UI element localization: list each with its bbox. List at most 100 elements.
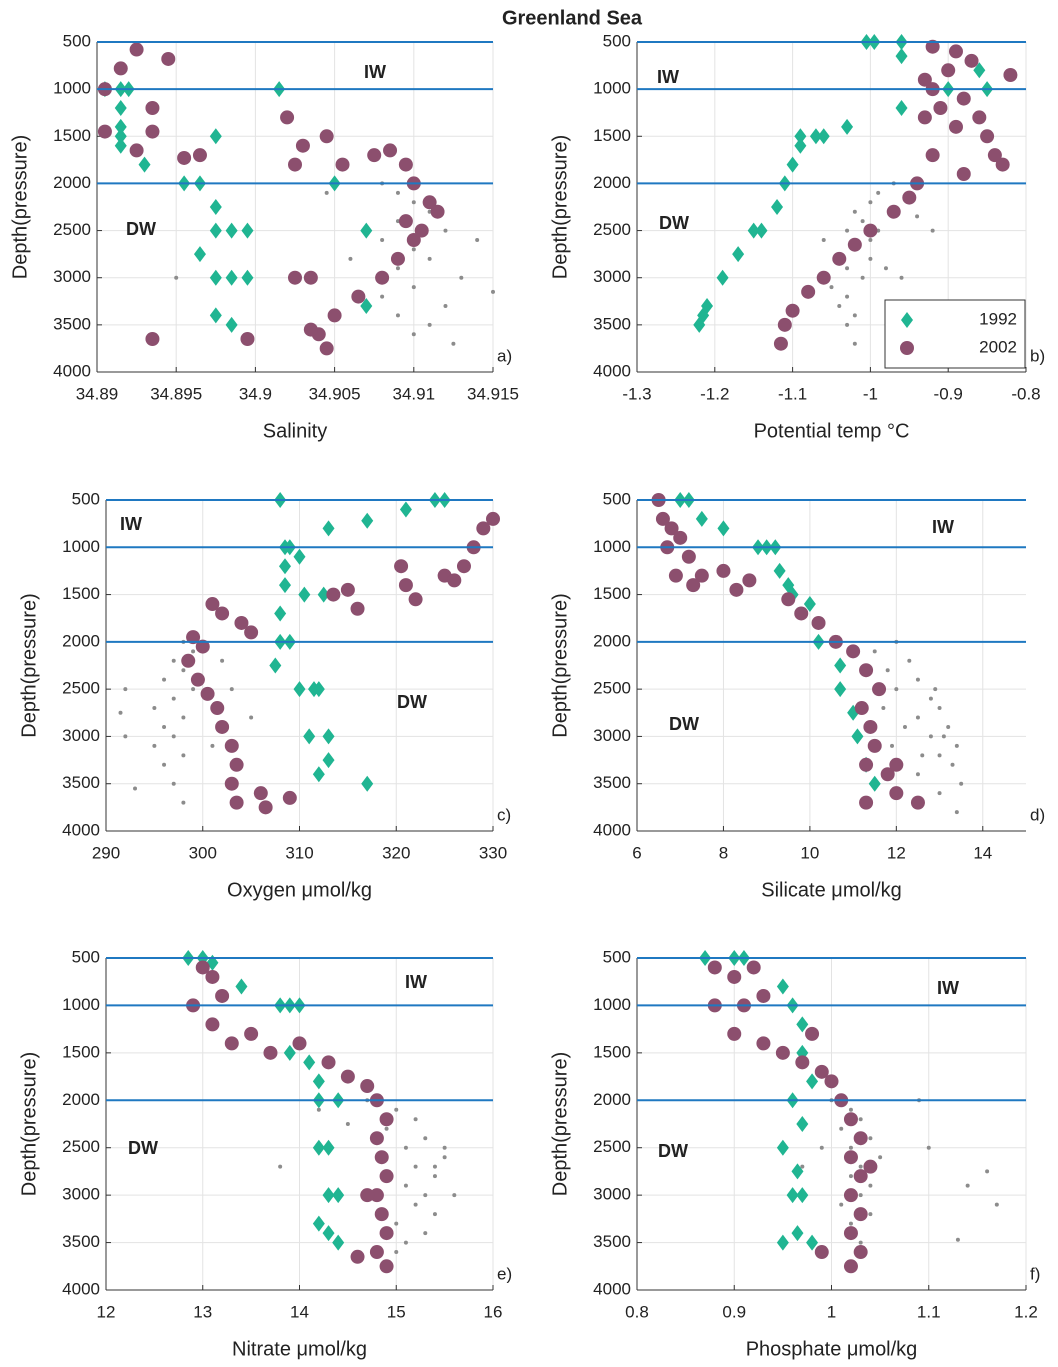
- circle-point: [972, 110, 987, 125]
- circle-point: [321, 1055, 336, 1070]
- dot-point: [868, 200, 873, 205]
- dot-point: [928, 696, 933, 701]
- circle-point: [853, 1207, 868, 1222]
- panel: 290 300 310 320 330 500 1000 1500 2000 2500 3000 35…: [18, 489, 511, 901]
- circle-point: [729, 582, 744, 597]
- circle-point: [374, 1150, 389, 1165]
- diamond-point: [209, 128, 222, 145]
- dot-point: [413, 1202, 418, 1207]
- dot-point: [171, 658, 176, 663]
- circle-point: [816, 270, 831, 285]
- dot-point: [955, 1237, 960, 1242]
- circle-point: [367, 148, 382, 163]
- dot-point: [171, 781, 176, 786]
- diamond-point: [298, 586, 311, 603]
- dot-point: [394, 1107, 399, 1112]
- dot-point: [883, 266, 888, 271]
- circle-point: [814, 1064, 829, 1079]
- circle-point: [889, 786, 904, 801]
- dot-point: [937, 791, 942, 796]
- circle-point: [390, 251, 405, 266]
- annotation: IW: [937, 978, 959, 998]
- circle-point: [846, 644, 861, 659]
- circle-point: [398, 157, 413, 172]
- diamond-point: [114, 128, 127, 145]
- circle-point: [854, 701, 869, 716]
- panel-label: e): [497, 1264, 512, 1283]
- annotation: DW: [659, 213, 689, 233]
- circle-point: [253, 786, 268, 801]
- dot-point: [845, 228, 850, 233]
- dot-point: [937, 753, 942, 758]
- circle-point: [814, 1245, 829, 1260]
- dot-point: [162, 724, 167, 729]
- diamond-point: [776, 1234, 789, 1251]
- x-tick-label: 320: [382, 843, 410, 862]
- x-tick-label: 34.91: [393, 384, 436, 403]
- circle-point: [205, 1017, 220, 1032]
- circle-point: [847, 237, 862, 252]
- diamond-point: [332, 1187, 345, 1204]
- circle-point: [234, 615, 249, 630]
- dot-point: [868, 1136, 873, 1141]
- dot-point: [423, 1231, 428, 1236]
- circle-point: [303, 270, 318, 285]
- dot-point: [899, 275, 904, 280]
- dot-point: [848, 1145, 853, 1150]
- circle-point: [295, 138, 310, 153]
- circle-point: [664, 521, 679, 536]
- y-tick-label: 1000: [62, 537, 100, 556]
- y-tick-label: 500: [603, 489, 631, 508]
- y-axis-label: Depth(pressure): [18, 593, 40, 738]
- dot-point: [878, 1155, 883, 1160]
- dot-point: [819, 1145, 824, 1150]
- y-tick-label: 4000: [593, 820, 631, 839]
- dot-point: [348, 256, 353, 261]
- x-tick-label: 14: [290, 1302, 309, 1321]
- dot-point: [278, 1164, 283, 1169]
- dot-point: [118, 710, 123, 715]
- circle-point: [863, 719, 878, 734]
- circle-point: [398, 578, 413, 593]
- y-tick-label: 500: [72, 489, 100, 508]
- circle-point: [288, 270, 302, 285]
- circle-point: [980, 129, 995, 144]
- dot-point: [829, 285, 834, 290]
- y-tick-label: 1500: [53, 126, 91, 145]
- dot-point: [821, 238, 826, 242]
- dot-point: [930, 228, 935, 233]
- y-tick-label: 2000: [62, 631, 100, 650]
- diamond-point: [114, 137, 127, 154]
- dot-point: [845, 322, 850, 327]
- legend-label: 2002: [979, 337, 1017, 356]
- y-tick-label: 1000: [593, 79, 631, 98]
- circle-point: [880, 767, 895, 782]
- dot-point: [171, 734, 176, 739]
- x-tick-label: 300: [189, 843, 217, 862]
- x-axis-label: Phosphate μmol/kg: [746, 1338, 918, 1360]
- y-tick-label: 3000: [593, 1185, 631, 1204]
- dot-point: [123, 734, 128, 739]
- diamond-point: [322, 1187, 335, 1204]
- circle-point: [350, 1249, 365, 1264]
- x-axis-label: Nitrate μmol/kg: [232, 1338, 367, 1360]
- diamond-point: [786, 1187, 799, 1204]
- dot-point: [411, 285, 416, 290]
- dot-point: [442, 1145, 447, 1150]
- circle-point: [801, 284, 816, 299]
- diamond-point: [312, 1139, 325, 1156]
- circle-point: [113, 61, 128, 76]
- circle-point: [859, 663, 874, 678]
- y-tick-label: 3000: [593, 267, 631, 286]
- diamond-point: [747, 222, 760, 239]
- dot-point: [459, 275, 464, 280]
- diamond-point: [399, 501, 412, 518]
- dot-point: [890, 743, 895, 748]
- panel-label: c): [497, 805, 511, 824]
- diamond-point: [868, 775, 881, 792]
- circle-point: [727, 1026, 742, 1041]
- diamond-point: [209, 307, 222, 324]
- circle-point: [902, 190, 917, 205]
- circle-point: [229, 795, 244, 810]
- diamond-point: [834, 657, 847, 674]
